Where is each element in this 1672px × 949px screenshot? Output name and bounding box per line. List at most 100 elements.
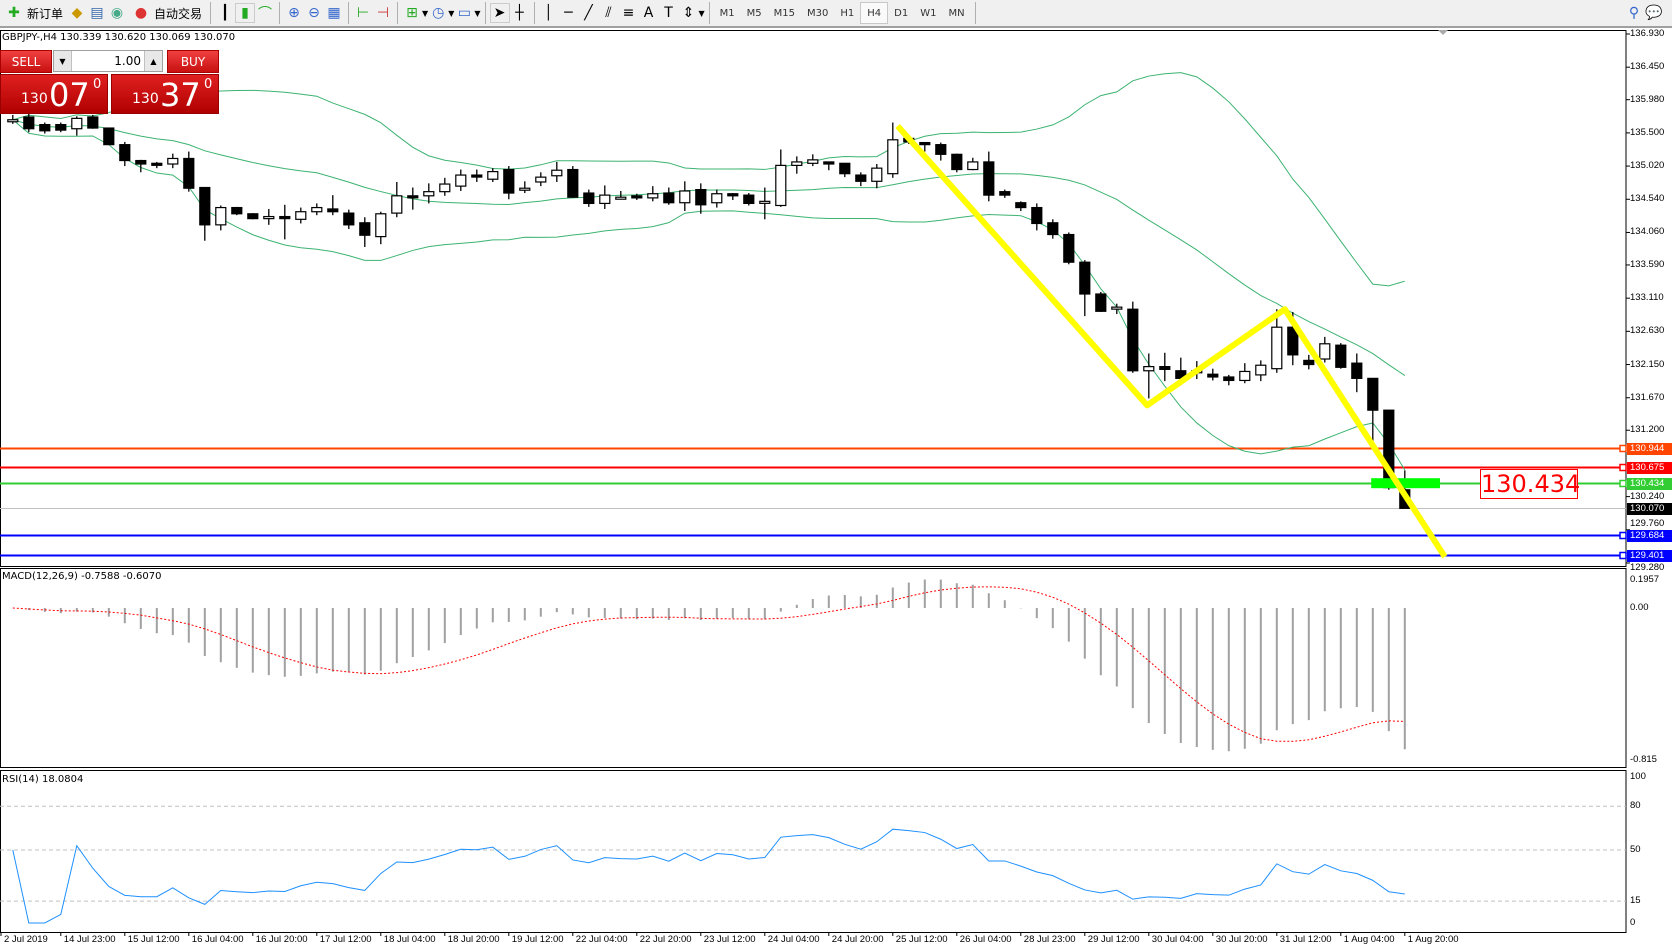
one-click-trading-panel: SELL ▼ ▲ BUY 130 07 0 130 37 0 (0, 50, 220, 114)
text-label-icon[interactable]: T (664, 5, 673, 21)
cursor-icon[interactable]: ➤ (489, 3, 510, 23)
timeframe-m5[interactable]: M5 (746, 7, 762, 19)
bullish-candle (679, 190, 691, 204)
timeframe-d1[interactable]: D1 (894, 7, 909, 19)
bearish-candle (583, 192, 595, 205)
line-chart-icon[interactable]: ⌒ (258, 6, 273, 22)
bearish-candle (999, 191, 1011, 196)
timeframe-w1[interactable]: W1 (920, 7, 937, 19)
indicators-icon[interactable]: ⊞ (406, 5, 418, 21)
time-axis-label: 17 Jul 12:00 (319, 934, 372, 945)
indicators-dropdown-icon[interactable]: ▼ (422, 8, 429, 18)
price-label-annotation[interactable]: 130.434 (1480, 469, 1581, 499)
bid-price-pips: 07 (49, 76, 90, 114)
time-axis-label: 25 Jul 12:00 (895, 934, 948, 945)
bullish-candle (215, 206, 227, 226)
bearish-candle (727, 193, 739, 197)
bullish-candle (295, 211, 307, 220)
horizontal-line-price-label: 129.684 (1627, 530, 1672, 542)
lot-size-input[interactable] (72, 51, 144, 71)
bearish-candle (1303, 359, 1315, 366)
horizontal-line-price-label: 129.401 (1627, 550, 1672, 562)
bullish-candle (167, 157, 179, 165)
bullish-candle (1111, 306, 1123, 310)
time-axis-label: 2 Jul 2019 (4, 934, 48, 945)
auto-trading-label: 自动交易 (154, 6, 203, 21)
crosshair-icon[interactable]: ┼ (515, 5, 524, 21)
bullish-candle (1143, 366, 1155, 372)
horizontal-line-icon[interactable]: ─ (564, 5, 573, 21)
text-icon[interactable]: A (643, 5, 654, 21)
timeframe-h1[interactable]: H1 (840, 7, 855, 19)
equidistant-channel-icon[interactable]: ⫽ (605, 5, 612, 21)
bearish-candle (503, 168, 515, 194)
templates-dropdown-icon[interactable]: ▼ (474, 8, 481, 18)
zoom-in-icon[interactable]: ⊕ (288, 5, 300, 21)
bearish-candle (919, 141, 931, 146)
timeframe-h4[interactable]: H4 (860, 2, 889, 24)
ask-price[interactable]: 130 37 0 (111, 74, 219, 114)
bollinger-upper-band (12, 72, 1405, 287)
zoom-out-icon[interactable]: ⊖ (308, 5, 320, 21)
chart-shift-icon[interactable]: ⊢ (356, 5, 370, 21)
bid-price[interactable]: 130 07 0 (0, 74, 108, 114)
fibonacci-icon[interactable]: ≡ (622, 5, 635, 21)
market-watch-icon[interactable]: ▤ (90, 5, 104, 21)
chart-canvas[interactable] (0, 30, 1672, 949)
rsi-axis-label: 80 (1630, 800, 1641, 811)
sell-button[interactable]: SELL (0, 50, 52, 73)
new-order-button[interactable]: ✚ 新订单 (0, 1, 67, 25)
bid-price-prefix: 130 (21, 91, 48, 107)
bearish-candle (279, 215, 291, 220)
line-handle (1619, 551, 1627, 560)
timeframe-m1[interactable]: M1 (719, 7, 735, 19)
periods-dropdown-icon[interactable]: ▼ (448, 8, 455, 18)
price-axis-label: 131.670 (1630, 392, 1665, 403)
line-handle (1619, 531, 1627, 540)
symbol-ohlc-line: GBPJPY-,H4 130.339 130.620 130.069 130.0… (2, 32, 236, 43)
bearish-candle (151, 162, 163, 166)
arrows-icon[interactable]: ⇕ (682, 5, 695, 21)
bearish-candle (327, 208, 339, 213)
bearish-candle (631, 195, 643, 199)
lot-size-stepper[interactable]: ▼ ▲ (53, 50, 163, 72)
timeframe-m30[interactable]: M30 (807, 7, 829, 19)
time-axis-label: 18 Jul 20:00 (447, 934, 500, 945)
buy-button[interactable]: BUY (167, 50, 219, 73)
time-axis-label: 1 Aug 04:00 (1343, 934, 1395, 945)
lot-decrease-icon[interactable]: ▼ (54, 51, 72, 71)
bearish-candle (743, 194, 755, 205)
lot-increase-icon[interactable]: ▲ (144, 51, 162, 71)
timeframe-mn[interactable]: MN (948, 7, 965, 19)
tile-windows-icon[interactable]: ▦ (327, 5, 341, 21)
trendline-icon[interactable]: ╱ (584, 5, 593, 21)
vertical-line-icon[interactable]: │ (544, 5, 553, 21)
chat-icon[interactable]: 💬 (1645, 5, 1663, 21)
history-icon[interactable]: ◆ (71, 5, 83, 21)
bearish-candle (87, 116, 99, 129)
arrows-dropdown-icon[interactable]: ▼ (698, 8, 705, 18)
bullish-candle (807, 159, 819, 164)
templates-icon[interactable]: ▭ (457, 5, 471, 21)
bullish-candle (871, 167, 883, 182)
bearish-candle (567, 168, 579, 198)
bearish-candle (247, 213, 259, 220)
auto-trading-button[interactable]: ● 自动交易 (127, 1, 206, 25)
price-axis-label: 135.980 (1630, 94, 1665, 105)
timeframe-m15[interactable]: M15 (773, 7, 796, 19)
bid-price-fraction: 0 (93, 77, 102, 92)
autoscroll-icon[interactable]: ⊣ (376, 5, 390, 21)
rsi-axis-label: 15 (1630, 895, 1641, 906)
price-axis-label: 129.760 (1630, 518, 1665, 529)
candlestick-icon[interactable]: ▮ (235, 3, 256, 23)
signals-icon[interactable]: ◉ (110, 5, 124, 21)
bullish-candle (263, 215, 275, 220)
price-axis-label: 136.930 (1630, 28, 1665, 39)
search-icon[interactable]: ⚲ (1628, 5, 1640, 21)
bullish-candle (1271, 326, 1283, 370)
bar-chart-icon[interactable]: ┃ (220, 5, 230, 21)
periods-icon[interactable]: ◷ (432, 5, 445, 21)
bullish-candle (1239, 370, 1251, 382)
ask-price-prefix: 130 (132, 91, 159, 107)
rsi-axis-label: 100 (1630, 771, 1646, 782)
